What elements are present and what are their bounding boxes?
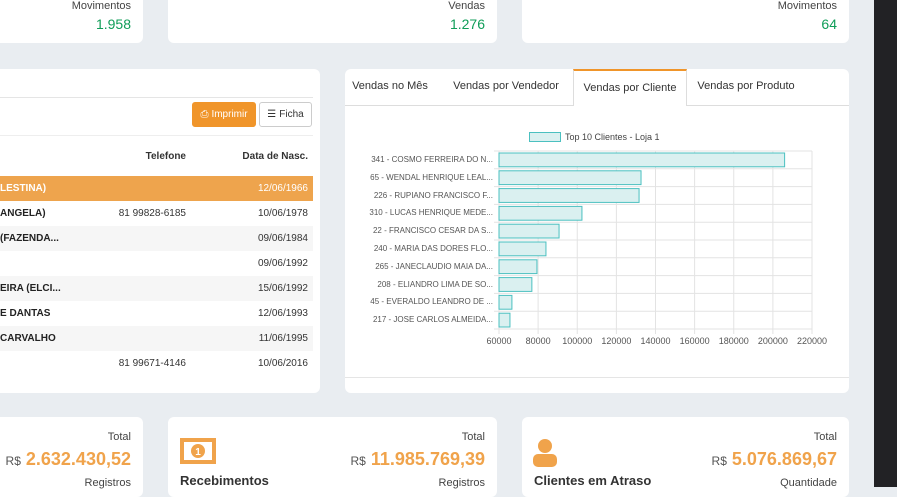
cell-name: (FAZENDA... [0, 232, 59, 244]
tab-vendas-por-vendedor[interactable]: Vendas por Vendedor [453, 80, 559, 93]
clients-table-card: ⎙ Imprimir ☰ Ficha Telefone Data de Nasc. … [0, 69, 320, 393]
y-tick-label: 22 - FRANCISCO CESAR DA S... [372, 226, 493, 236]
stat-card-movimentos: Movimentos 1.958 [0, 0, 143, 43]
table-row[interactable]: (FAZENDA... 09/06/1984 [0, 226, 313, 251]
stat-value: 1.276 [449, 16, 485, 32]
table-row[interactable]: CARVALHO 11/06/1995 [0, 326, 313, 351]
x-tick-label: 140000 [640, 336, 671, 346]
x-tick-label: 220000 [796, 336, 828, 346]
stat-label: Movimentos [777, 0, 837, 12]
y-tick-label: 310 - LUCAS HENRIQUE MEDE... [369, 208, 493, 218]
cell-name: LESTINA) [0, 182, 47, 194]
tab-vendas-no-m-s[interactable]: Vendas no Mês [352, 80, 428, 93]
cell-birth: 11/06/1995 [258, 332, 308, 344]
stat-label: Vendas [448, 0, 485, 12]
cell-birth: 09/06/1992 [257, 257, 308, 269]
print-button[interactable]: ⎙ Imprimir [192, 102, 256, 127]
y-tick-label: 208 - ELIANDRO LIMA DE SO... [377, 279, 493, 289]
user-icon [533, 439, 557, 467]
table-row[interactable]: E DANTAS 12/06/1993 [0, 301, 313, 326]
cell-name: ANGELA) [0, 207, 46, 219]
stat-card-vendas: Vendas 1.276 [168, 0, 497, 43]
stat-value: 64 [821, 16, 837, 32]
header-phone: Telefone [145, 151, 186, 162]
cell-name: E DANTAS [0, 307, 51, 319]
x-tick-label: 160000 [679, 336, 710, 346]
cell-name: CARVALHO [0, 332, 56, 344]
x-tick-label: 80000 [525, 336, 551, 346]
summary-card-1: Total R$ 2.632.430,52 Registros [0, 417, 143, 497]
bar [498, 259, 538, 275]
cell-phone: 81 99828-6185 [118, 207, 186, 219]
x-tick-label: 180000 [718, 336, 749, 346]
printer-icon: ⎙ [200, 108, 209, 120]
sales-chart-card: Vendas no Mês Vendas por Vendedor Vendas p… [345, 69, 849, 393]
tab-vendas-por-produto[interactable]: Vendas por Produto [697, 80, 795, 93]
bar [498, 152, 786, 168]
table-row[interactable]: LESTINA) 12/06/1966 [0, 176, 313, 201]
cell-birth: 09/06/1984 [257, 232, 308, 244]
total-value: R$ 11.985.769,39 [350, 449, 485, 469]
y-tick-label: 65 - WENDAL HENRIQUE LEAL... [370, 172, 493, 182]
x-tick-label: 200000 [757, 336, 788, 346]
tab-vendas-por-cliente[interactable]: Vendas por Cliente [573, 69, 687, 106]
cell-birth: 15/06/1992 [257, 282, 308, 294]
y-tick-label: 240 - MARIA DAS DORES FLO... [373, 244, 493, 253]
total-value: R$ 2.632.430,52 [5, 449, 131, 469]
y-tick-label: 217 - JOSE CARLOS ALMEIDA... [372, 315, 493, 325]
y-tick-label: 226 - RUPIANO FRANCISCO F... [373, 190, 493, 200]
summary-card-recebimentos: 1 Recebimentos Total R$ 11.985.769,39 Re… [168, 417, 497, 497]
cell-birth: 10/06/1978 [257, 207, 308, 219]
cell-birth: 12/06/1966 [257, 182, 308, 194]
header-birth: Data de Nasc. [242, 151, 308, 162]
bar [498, 312, 511, 328]
list-icon: ☰ [267, 108, 277, 120]
cell-birth: 12/06/1993 [257, 307, 308, 319]
stat-value: 1.958 [95, 16, 131, 32]
bar-chart [494, 150, 813, 334]
svg-text:1: 1 [195, 447, 201, 458]
y-tick-label: 265 - JANECLAUDIO MAIA DA... [375, 261, 493, 271]
x-tick-label: 60000 [486, 336, 512, 346]
table-row[interactable]: EIRA (ELCI... 15/06/1992 [0, 276, 313, 301]
legend-swatch [529, 132, 561, 143]
chart-legend: Top 10 Clientes - Loja 1 [529, 132, 660, 143]
bar [498, 223, 560, 239]
bar [498, 188, 640, 203]
bar [498, 170, 642, 186]
summary-card-clientes-atraso: Clientes em Atraso Total R$ 5.076.869,67… [522, 417, 849, 497]
money-icon: 1 [180, 438, 216, 464]
y-tick-label: 341 - COSMO FERREIRA DO N... [371, 155, 493, 164]
table-row[interactable]: 81 99671-4146 10/06/2016 [0, 351, 313, 376]
stat-label: Movimentos [71, 0, 131, 12]
table-row[interactable]: ANGELA) 81 99828-6185 10/06/1978 [0, 201, 313, 226]
bar [498, 205, 583, 221]
y-tick-label: 45 - EVERALDO LEANDRO DE ... [370, 297, 493, 307]
bar [498, 277, 533, 292]
bar [498, 241, 547, 257]
window-edge [874, 0, 897, 487]
x-tick-label: 120000 [601, 336, 632, 346]
stat-card-movimentos-2: Movimentos 64 [522, 0, 849, 43]
table-row[interactable]: 09/06/1992 [0, 251, 313, 276]
total-value: R$ 5.076.869,67 [711, 449, 837, 469]
bar [498, 294, 513, 310]
x-tick-label: 100000 [562, 336, 593, 346]
cell-name: EIRA (ELCI... [0, 282, 61, 294]
ficha-button[interactable]: ☰ Ficha [259, 102, 312, 127]
cell-birth: 10/06/2016 [257, 357, 308, 369]
cell-phone: 81 99671-4146 [118, 357, 186, 369]
